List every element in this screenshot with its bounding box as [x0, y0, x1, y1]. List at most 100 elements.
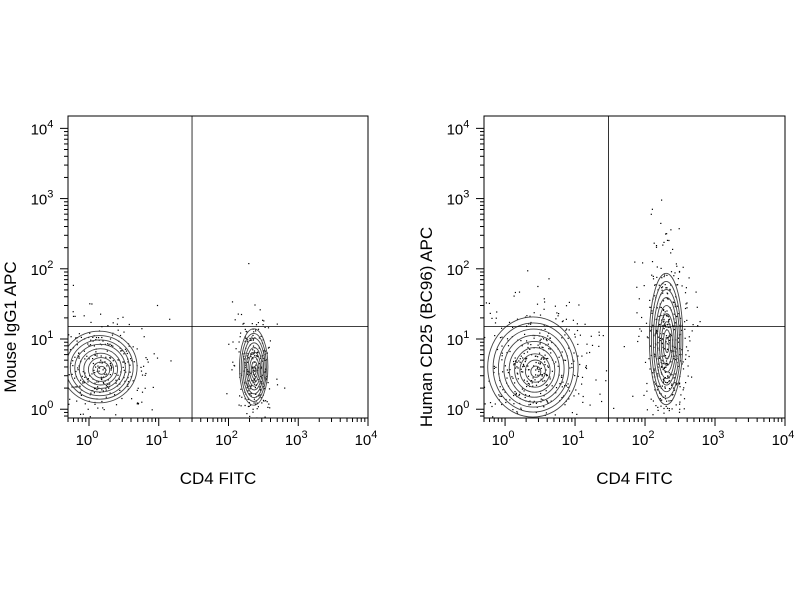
event-dot: [102, 407, 104, 409]
event-dot: [244, 352, 246, 354]
event-dot: [515, 392, 517, 394]
event-dot: [89, 303, 91, 305]
event-dot: [545, 384, 547, 386]
event-dot: [666, 233, 668, 235]
event-dot: [561, 351, 563, 353]
event-dot: [106, 365, 108, 367]
event-dot: [662, 378, 664, 380]
density-contour: [92, 361, 111, 379]
event-dot: [247, 357, 250, 359]
event-dot: [269, 340, 271, 342]
event-dot: [115, 404, 118, 406]
event-dot: [595, 379, 597, 381]
event-dot: [639, 328, 641, 330]
event-dot: [119, 389, 121, 391]
event-dot: [250, 452, 251, 453]
event-dot: [564, 334, 566, 336]
event-dot: [253, 331, 255, 333]
event-dot: [491, 317, 493, 319]
event-dot: [109, 362, 111, 365]
event-dot: [152, 386, 154, 388]
event-dot: [95, 366, 97, 368]
event-dot: [78, 352, 80, 354]
event-dot: [267, 406, 269, 408]
event-dot: [467, 382, 468, 383]
event-dot: [260, 335, 262, 337]
event-dot: [546, 375, 548, 377]
event-dot: [672, 301, 674, 303]
event-dot: [252, 421, 253, 422]
event-dot: [531, 380, 533, 382]
event-dot: [663, 446, 664, 447]
event-dot: [495, 317, 497, 319]
event-dot: [585, 367, 588, 370]
event-dot: [136, 348, 138, 350]
event-dot: [249, 337, 251, 339]
event-dot: [247, 353, 249, 355]
event-dot: [268, 388, 271, 390]
event-dot: [252, 338, 255, 340]
event-dot: [477, 378, 478, 379]
event-dot: [474, 380, 475, 381]
event-dot: [501, 336, 503, 338]
event-dot: [474, 365, 475, 366]
event-dot: [523, 379, 525, 381]
event-dot: [471, 414, 472, 415]
event-dot: [68, 374, 70, 376]
event-dot: [550, 428, 551, 429]
event-dot: [244, 362, 246, 364]
event-dot: [638, 335, 640, 337]
event-dot: [264, 416, 266, 418]
event-dot: [110, 365, 112, 367]
event-dot: [544, 361, 546, 363]
event-dot: [141, 401, 143, 403]
event-dot: [535, 411, 537, 414]
event-dot: [656, 329, 658, 331]
event-dot: [262, 324, 264, 326]
event-dot: [522, 366, 524, 368]
event-dot: [523, 352, 525, 355]
event-dot: [649, 450, 650, 451]
event-dot: [557, 315, 559, 317]
event-dot: [652, 400, 654, 402]
event-dot: [256, 355, 258, 357]
event-dot: [636, 286, 638, 288]
density-contour: [69, 339, 130, 397]
event-dot: [680, 329, 683, 331]
event-dot: [124, 420, 125, 421]
event-dot: [262, 374, 264, 376]
event-dot: [661, 289, 663, 291]
event-dot: [665, 335, 668, 337]
event-dot: [664, 395, 666, 397]
event-dot: [512, 377, 514, 379]
event-dot: [661, 277, 663, 279]
event-dot: [245, 425, 246, 426]
event-dot: [669, 380, 671, 382]
event-dot: [556, 312, 558, 314]
event-dot: [251, 353, 253, 355]
event-dot: [76, 400, 78, 402]
event-dot: [564, 359, 567, 361]
event-dot: [513, 360, 515, 363]
event-dot: [652, 372, 654, 374]
event-dot: [105, 389, 107, 391]
density-contour: [68, 335, 134, 400]
density-contour: [240, 332, 267, 402]
event-dot: [516, 411, 518, 413]
event-dot: [506, 377, 508, 379]
event-dot: [672, 350, 674, 352]
density-contour: [249, 356, 260, 383]
event-dot: [247, 339, 249, 341]
event-dot: [131, 398, 133, 400]
event-dot: [117, 359, 119, 361]
event-dot: [245, 337, 247, 340]
event-dot: [496, 311, 498, 313]
event-dot: [537, 285, 539, 288]
event-dot: [88, 358, 90, 360]
event-dot: [549, 378, 551, 380]
event-dot: [527, 365, 529, 367]
event-dot: [687, 350, 689, 352]
event-dot: [465, 323, 466, 324]
event-dot: [276, 378, 278, 380]
event-dot: [488, 302, 490, 304]
